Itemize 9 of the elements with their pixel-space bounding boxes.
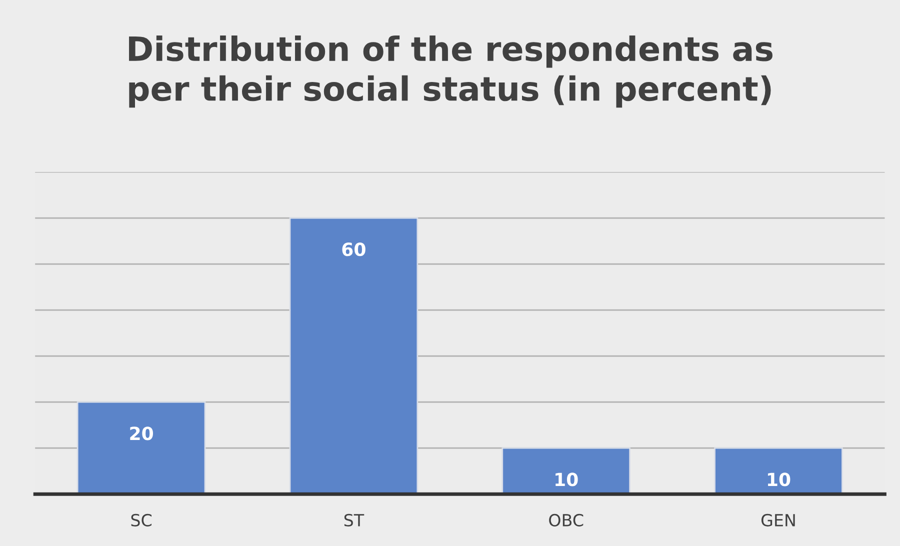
x-tick-label: GEN [761, 514, 795, 526]
chart-title: Distribution of the respondents as per their social status (in percent) [129, 35, 772, 108]
data-label: 10 [768, 472, 790, 486]
data-label: 60 [342, 242, 366, 256]
data-label: 20 [130, 426, 153, 440]
x-tick-label: SC [131, 514, 152, 526]
x-tick-label: ST [344, 514, 364, 526]
x-tick-label: OBC [549, 514, 584, 526]
data-label: 10 [556, 472, 578, 486]
